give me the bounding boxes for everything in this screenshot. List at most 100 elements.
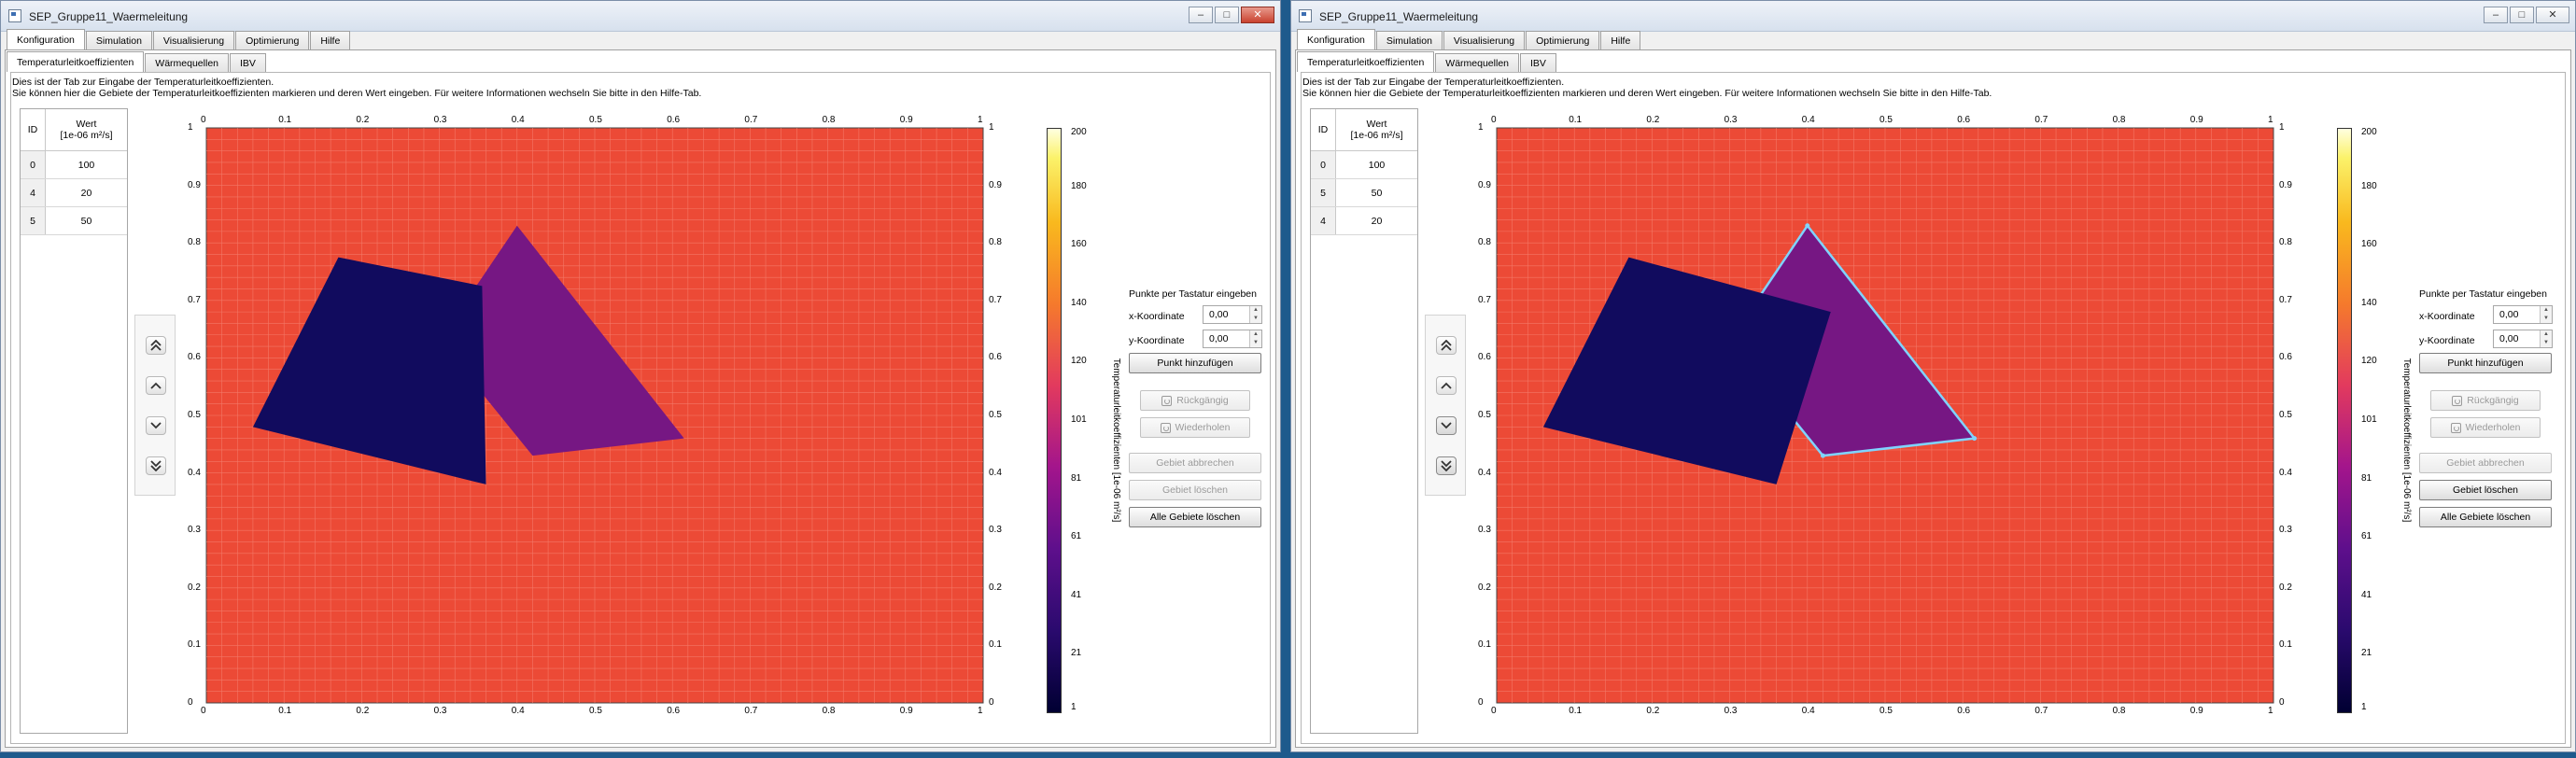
plot-svg[interactable]	[188, 119, 1005, 714]
row-wert[interactable]: 100	[77, 159, 95, 171]
minimize-icon[interactable]: –	[2484, 7, 2508, 23]
tab-konfiguration[interactable]: Konfiguration	[7, 29, 85, 49]
title-bar[interactable]: SEP_Gruppe11_Waermeleitung – □ ✕	[1291, 1, 2575, 32]
x-coordinate-spinbox[interactable]: 0,00 ▲ ▼	[2493, 305, 2553, 324]
region-vertex-handle[interactable]	[1805, 223, 1810, 229]
x-coordinate-label: x-Koordinate	[1129, 311, 1185, 322]
table-row[interactable]: 5 50	[1311, 179, 1417, 207]
x-tick-label-top: 0.9	[899, 115, 913, 125]
subtab-2[interactable]: IBV	[230, 53, 266, 72]
x-tick-label-top: 0	[201, 115, 206, 125]
subtab-0[interactable]: Temperaturleitkoeffizienten	[1297, 51, 1435, 72]
table-row[interactable]: 5 50	[21, 207, 127, 235]
intro-text-1: Dies ist der Tab zur Eingabe der Tempera…	[1302, 77, 1565, 88]
colorbar-tick-label: 120	[1071, 356, 1087, 367]
row-wert[interactable]: 20	[80, 187, 92, 199]
x-tick-label-bottom: 0.5	[1879, 706, 1893, 716]
tab-hilfe[interactable]: Hilfe	[310, 31, 351, 49]
x-tick-label-top: 0.2	[356, 115, 370, 125]
move-to-top-icon[interactable]	[1436, 336, 1457, 355]
move-up-icon[interactable]	[146, 376, 166, 395]
tab-optimierung[interactable]: Optimierung	[235, 31, 310, 49]
redo-button[interactable]: Wiederholen	[1140, 417, 1250, 438]
y-coordinate-label: y-Koordinate	[2419, 335, 2475, 346]
cancel-area-button[interactable]: Gebiet abbrechen	[2419, 453, 2552, 473]
add-point-button[interactable]: Punkt hinzufügen	[2419, 353, 2552, 373]
row-wert[interactable]: 50	[1371, 187, 1383, 199]
delete-area-button[interactable]: Gebiet löschen	[2419, 480, 2552, 500]
coefficient-table[interactable]: ID Wert [1e-06 m²/s] 0 100 5 50 4 20	[1310, 108, 1418, 734]
move-down-icon[interactable]	[146, 416, 166, 435]
colorbar-tick-label: 1	[2361, 702, 2367, 712]
tab-visualisierung[interactable]: Visualisierung	[152, 31, 235, 49]
plot-area[interactable]: 0 0 0 0 0.1 0.1 0.1 0.1 0.2 0.2 0.2 0.2 0.3 0.3 0.3 0.3…	[1478, 115, 2295, 716]
col-header-id[interactable]: ID	[21, 109, 46, 150]
subtab-2[interactable]: IBV	[1520, 53, 1556, 72]
maximize-icon[interactable]: □	[2510, 7, 2534, 23]
undo-button[interactable]: Rückgängig	[2430, 390, 2541, 411]
cancel-area-button[interactable]: Gebiet abbrechen	[1129, 453, 1261, 473]
keyboard-input-title: Punkte per Tastatur eingeben	[2419, 288, 2547, 300]
y-tick-label-left: 0.2	[1478, 582, 1491, 593]
delete-all-areas-button[interactable]: Alle Gebiete löschen	[1129, 507, 1261, 527]
table-row[interactable]: 0 100	[1311, 151, 1417, 179]
x-tick-label-bottom: 0.9	[2189, 706, 2203, 716]
tab-simulation[interactable]: Simulation	[85, 31, 152, 49]
region-square[interactable]	[1542, 257, 1831, 484]
move-to-top-icon[interactable]	[146, 336, 166, 355]
move-down-icon[interactable]	[1436, 416, 1457, 435]
close-icon[interactable]: ✕	[2536, 7, 2569, 23]
x-tick-label-bottom: 0.8	[2112, 706, 2126, 716]
delete-area-button[interactable]: Gebiet löschen	[1129, 480, 1261, 500]
subtab-1[interactable]: Wärmequellen	[145, 53, 229, 72]
row-wert[interactable]: 100	[1368, 159, 1386, 171]
plot-area[interactable]: 0 0 0 0 0.1 0.1 0.1 0.1 0.2 0.2 0.2 0.2 0.3 0.3 0.3 0.3…	[188, 115, 1005, 716]
row-id: 5	[21, 207, 46, 234]
x-tick-label-top: 0.2	[1646, 115, 1660, 125]
redo-button[interactable]: Wiederholen	[2430, 417, 2541, 438]
x-tick-label-bottom: 0.1	[278, 706, 292, 716]
col-header-wert[interactable]: Wert [1e-06 m²/s]	[1336, 109, 1417, 150]
table-row[interactable]: 4 20	[1311, 207, 1417, 235]
table-row[interactable]: 0 100	[21, 151, 127, 179]
x-tick-label-top: 0.6	[1957, 115, 1971, 125]
x-coordinate-spinbox[interactable]: 0,00 ▲ ▼	[1203, 305, 1262, 324]
y-tick-label-right: 0.2	[2279, 582, 2292, 593]
y-tick-label-right: 0	[989, 697, 994, 708]
subtab-0[interactable]: Temperaturleitkoeffizienten	[7, 51, 145, 72]
row-wert[interactable]: 20	[1371, 215, 1383, 227]
tab-hilfe[interactable]: Hilfe	[1600, 31, 1641, 49]
region-square[interactable]	[252, 257, 486, 484]
move-to-bottom-icon[interactable]	[146, 456, 166, 475]
subtab-1[interactable]: Wärmequellen	[1435, 53, 1519, 72]
row-wert[interactable]: 50	[80, 215, 92, 227]
undo-button[interactable]: Rückgängig	[1140, 390, 1250, 411]
minimize-icon[interactable]: –	[1189, 7, 1213, 23]
colorbar-label: Temperaturleitkoeffizienten [1e-06 m²/s]	[1111, 358, 1122, 522]
title-bar[interactable]: SEP_Gruppe11_Waermeleitung – □ ✕	[1, 1, 1280, 32]
col-header-wert-unit: [1e-06 m²/s]	[60, 130, 113, 141]
close-icon[interactable]: ✕	[1241, 7, 1274, 23]
maximize-icon[interactable]: □	[1215, 7, 1239, 23]
tab-konfiguration[interactable]: Konfiguration	[1297, 29, 1375, 49]
table-row[interactable]: 4 20	[21, 179, 127, 207]
y-coordinate-spinbox[interactable]: 0,00 ▲ ▼	[2493, 330, 2553, 348]
tab-optimierung[interactable]: Optimierung	[1526, 31, 1600, 49]
region-vertex-handle[interactable]	[1972, 436, 1978, 442]
coefficient-table[interactable]: ID Wert [1e-06 m²/s] 0 100 4 20 5 50	[20, 108, 128, 734]
add-point-button[interactable]: Punkt hinzufügen	[1129, 353, 1261, 373]
tab-simulation[interactable]: Simulation	[1375, 31, 1443, 49]
col-header-wert-label: Wert	[76, 119, 97, 130]
y-coordinate-spinbox[interactable]: 0,00 ▲ ▼	[1203, 330, 1262, 348]
move-up-icon[interactable]	[1436, 376, 1457, 395]
region-triangle[interactable]	[439, 225, 684, 456]
delete-all-areas-button[interactable]: Alle Gebiete löschen	[2419, 507, 2552, 527]
tab-visualisierung[interactable]: Visualisierung	[1443, 31, 1526, 49]
colorbar-tick-label: 180	[1071, 180, 1087, 191]
plot-svg[interactable]	[1478, 119, 2295, 714]
region-vertex-handle[interactable]	[1820, 453, 1825, 458]
y-tick-label-right: 0	[2279, 697, 2285, 708]
move-to-bottom-icon[interactable]	[1436, 456, 1457, 475]
col-header-id[interactable]: ID	[1311, 109, 1336, 150]
col-header-wert[interactable]: Wert [1e-06 m²/s]	[46, 109, 127, 150]
